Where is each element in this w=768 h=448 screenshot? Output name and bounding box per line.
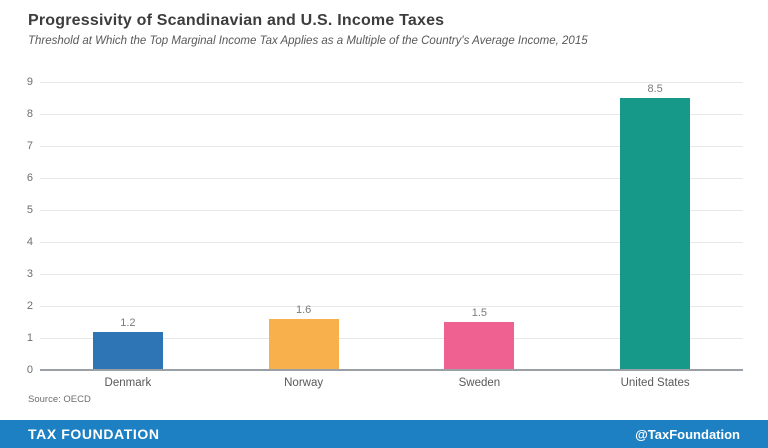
x-axis-label-denmark: Denmark xyxy=(104,377,152,389)
footer-handle: @TaxFoundation xyxy=(635,426,740,442)
y-tick-label-9: 9 xyxy=(26,76,33,88)
y-tick-label-5: 5 xyxy=(26,204,33,216)
gridline-y-8 xyxy=(40,114,743,115)
gridline-y-3 xyxy=(40,274,743,275)
gridline-y-7 xyxy=(40,146,743,147)
bar-value-label-sweden: 1.5 xyxy=(471,307,488,319)
bar-sweden xyxy=(444,322,515,370)
gridline-y-1 xyxy=(40,338,743,339)
chart-title: Progressivity of Scandinavian and U.S. I… xyxy=(28,12,445,29)
bar-united-states xyxy=(620,98,691,370)
y-tick-label-1: 1 xyxy=(26,332,33,344)
chart-subtitle: Threshold at Which the Top Marginal Inco… xyxy=(28,35,588,47)
bar-value-label-united-states: 8.5 xyxy=(647,83,663,95)
y-tick-label-3: 3 xyxy=(26,268,33,280)
y-tick-label-2: 2 xyxy=(26,300,33,312)
y-tick-label-0: 0 xyxy=(26,364,33,376)
gridline-y-5 xyxy=(40,210,743,211)
source-note: Source: OECD xyxy=(28,394,91,405)
y-tick-label-4: 4 xyxy=(26,236,33,248)
bar-chart-plot-area: 0 1 2 3 4 5 6 7 8 9 1.2 Denmark 1.6 Norway 1.5 Sweden 8.… xyxy=(26,76,743,389)
footer-bar: TAX FOUNDATION @TaxFoundation xyxy=(0,420,768,448)
footer-brand: TAX FOUNDATION xyxy=(28,426,160,442)
bar-denmark xyxy=(92,331,163,370)
bar-norway xyxy=(268,318,339,370)
y-tick-label-7: 7 xyxy=(26,140,33,152)
x-axis-label-norway: Norway xyxy=(284,377,324,389)
gridline-y-2 xyxy=(40,306,743,307)
gridline-y-9 xyxy=(40,82,743,83)
x-axis-label-sweden: Sweden xyxy=(458,377,501,389)
bar-value-label-norway: 1.6 xyxy=(295,303,312,316)
chart-header: Progressivity of Scandinavian and U.S. I… xyxy=(28,12,740,47)
bar-value-label-denmark: 1.2 xyxy=(120,316,136,329)
y-tick-label-6: 6 xyxy=(26,172,33,184)
y-tick-label-8: 8 xyxy=(26,108,33,120)
x-axis-baseline xyxy=(40,369,743,371)
gridline-y-4 xyxy=(40,242,743,243)
gridline-y-6 xyxy=(40,178,743,179)
x-axis-label-united-states: United States xyxy=(620,377,690,389)
